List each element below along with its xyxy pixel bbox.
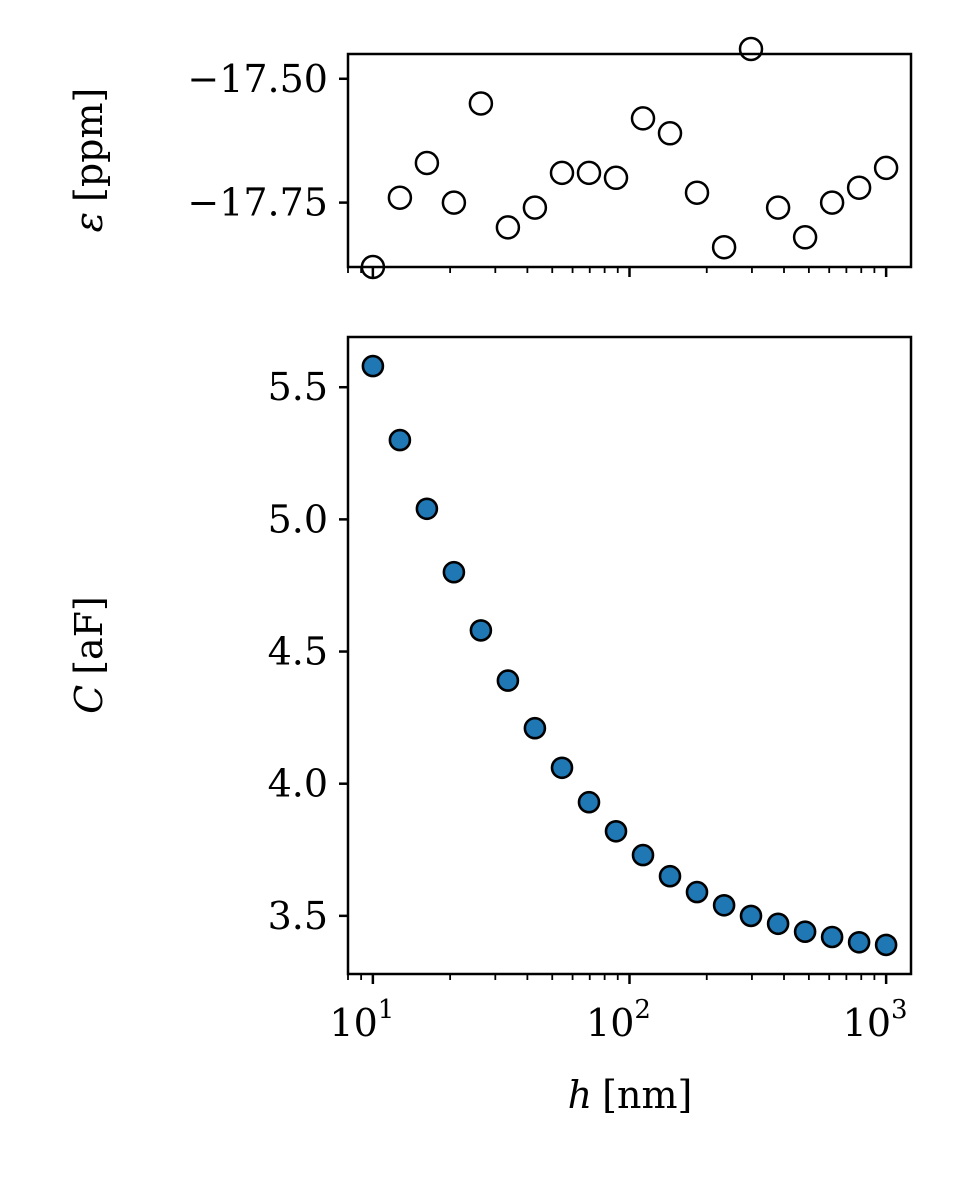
data-point (739, 904, 763, 928)
data-point (793, 920, 817, 944)
capacitance-y-axis-unit: [aF] (67, 596, 111, 675)
data-point (549, 160, 575, 186)
data-point (631, 843, 655, 867)
x-axis-label: h [nm] (568, 1073, 693, 1117)
y-tick-label: −17.75 (187, 181, 328, 225)
data-point (873, 155, 899, 181)
data-point (711, 234, 737, 260)
data-point (712, 893, 736, 917)
data-point (657, 121, 683, 146)
x-tick-label: 102 (586, 995, 651, 1045)
data-point (819, 190, 845, 215)
epsilon-y-axis-unit: [ppm] (67, 88, 111, 202)
data-point (577, 790, 601, 814)
capacitance-x-ticks: 101 102 103 (329, 974, 908, 1045)
y-tick-label: 5.5 (268, 365, 328, 409)
data-point (388, 428, 412, 452)
capacitance-y-axis-label: C [aF] (67, 596, 111, 714)
data-point (630, 106, 656, 131)
data-point (495, 215, 521, 240)
x-axis-unit: [nm] (602, 1073, 692, 1117)
y-tick-label: 3.5 (268, 894, 328, 938)
epsilon-points (360, 36, 899, 280)
data-point (414, 150, 440, 176)
x-axis-symbol: h (568, 1073, 592, 1117)
data-point (468, 91, 494, 116)
data-point (576, 160, 602, 186)
capacitance-y-ticks: 3.5 4.0 4.5 5.0 5.5 (268, 365, 348, 938)
data-point (874, 933, 898, 957)
data-point (415, 497, 439, 521)
data-point (522, 195, 548, 220)
x-tick-label: 101 (329, 995, 394, 1045)
data-point (766, 912, 790, 936)
capacitance-points (361, 354, 898, 957)
epsilon-y-axis-symbol: ε (67, 212, 111, 232)
data-point (361, 354, 385, 378)
data-point (820, 925, 844, 949)
data-point (792, 225, 818, 250)
data-point (441, 190, 467, 215)
data-point (442, 560, 466, 584)
data-point (738, 36, 764, 62)
y-tick-label: 5.0 (268, 497, 328, 541)
data-point (765, 195, 791, 220)
data-point (684, 180, 710, 205)
data-point (550, 756, 574, 780)
capacitance-y-axis-symbol: C (67, 685, 111, 714)
epsilon-y-ticks: −17.50 −17.75 (187, 57, 348, 225)
data-point (603, 165, 629, 191)
epsilon-panel: −17.50 −17.75 ε [ppm] (67, 36, 913, 280)
capacitance-panel: 3.5 4.0 4.5 5.0 5.5 101 102 103 C [aF] h [nm] (67, 335, 913, 1117)
data-point (658, 864, 682, 888)
epsilon-x-ticks (347, 267, 888, 277)
epsilon-plot-frame (346, 52, 913, 269)
capacitance-plot-frame (346, 335, 913, 976)
data-point (387, 185, 413, 210)
x-tick-label: 103 (843, 995, 908, 1045)
epsilon-y-axis-label: ε [ppm] (67, 88, 111, 233)
data-point (469, 619, 493, 642)
data-point (523, 716, 547, 740)
data-point (846, 175, 872, 200)
y-tick-label: 4.0 (268, 762, 328, 806)
data-point (604, 819, 628, 843)
y-tick-label: 4.5 (268, 630, 328, 674)
data-point (496, 669, 520, 692)
y-tick-label: −17.50 (187, 57, 328, 101)
data-point (685, 880, 709, 904)
data-point (847, 930, 871, 954)
